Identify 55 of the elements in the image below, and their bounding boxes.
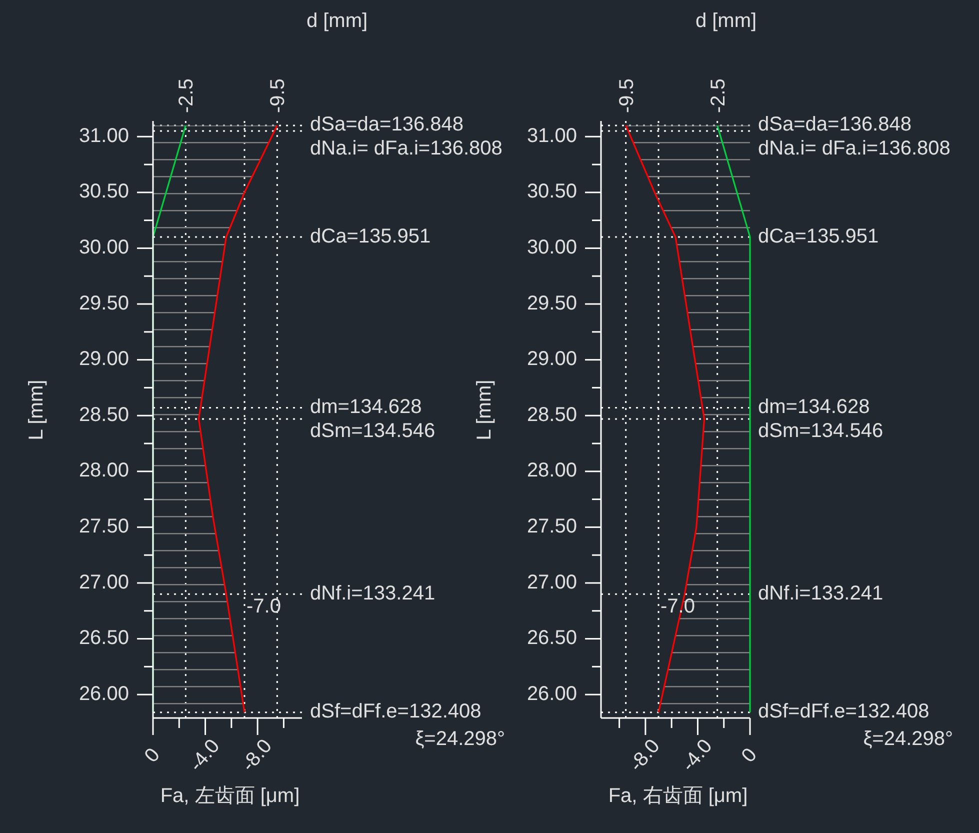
annotation: dSm=134.546 bbox=[310, 420, 436, 442]
annotation: dm=134.628 bbox=[310, 396, 422, 418]
ref-line-label: -9.5 bbox=[616, 78, 638, 113]
text: ξ=24.298° bbox=[863, 728, 953, 750]
text: ξ=24.298° bbox=[415, 728, 505, 750]
annotation: dNa.i= dFa.i=136.808 bbox=[758, 138, 950, 160]
y-tick-label: 28.00 bbox=[78, 460, 129, 482]
annotation: dSa=da=136.848 bbox=[310, 114, 464, 136]
y-tick-label: 27.00 bbox=[526, 571, 577, 594]
y-tick-label: 26.00 bbox=[526, 682, 577, 705]
ref-line-label: -2.5 bbox=[707, 78, 730, 113]
y-axis-title: L [mm] bbox=[25, 380, 48, 440]
y-tick-label: 30.00 bbox=[526, 236, 577, 258]
annotation: dSf=dFf.e=132.408 bbox=[758, 700, 930, 723]
y-tick-label: 28.50 bbox=[78, 404, 129, 426]
text: d [mm] bbox=[695, 10, 757, 32]
x-axis-title: Fa, 右齿面 [μm] bbox=[608, 785, 748, 807]
annotation: dSa=da=136.848 bbox=[758, 114, 912, 136]
x-axis-title: Fa, 左齿面 [μm] bbox=[160, 785, 300, 807]
x-tick-label: 0 bbox=[737, 744, 762, 767]
annotation: dNa.i= dFa.i=136.808 bbox=[310, 138, 502, 160]
y-tick-label: 26.50 bbox=[526, 627, 577, 650]
y-tick-label: 27.50 bbox=[526, 515, 577, 538]
y-tick-label: 27.00 bbox=[78, 571, 129, 594]
y-tick-label: 30.50 bbox=[78, 180, 129, 203]
x-tick-label: -4.0 bbox=[185, 735, 224, 776]
y-tick-label: 29.50 bbox=[78, 292, 129, 314]
y-tick-label: 31.00 bbox=[526, 124, 577, 147]
y-tick-label: 26.50 bbox=[78, 627, 129, 650]
annotation: -7.0 bbox=[246, 595, 281, 618]
y-tick-label: 30.00 bbox=[78, 236, 129, 258]
x-tick-label: 0 bbox=[140, 744, 164, 767]
x-tick-label: -4.0 bbox=[678, 735, 717, 776]
x-tick-label: -8.0 bbox=[625, 735, 664, 776]
y-axis-title: L [mm] bbox=[473, 380, 496, 440]
annotation: dCa=135.951 bbox=[310, 225, 431, 248]
ref-line-label: -2.5 bbox=[176, 78, 198, 113]
y-tick-label: 30.50 bbox=[526, 180, 577, 203]
annotation: dSm=134.546 bbox=[758, 420, 884, 442]
annotation: dSf=dFf.e=132.408 bbox=[310, 700, 482, 723]
y-tick-label: 29.50 bbox=[526, 292, 577, 314]
x-tick-label: -8.0 bbox=[238, 735, 277, 776]
annotation: dCa=135.951 bbox=[758, 225, 879, 248]
y-tick-label: 31.00 bbox=[78, 124, 129, 147]
y-tick-label: 29.00 bbox=[526, 348, 577, 370]
annotation: dm=134.628 bbox=[758, 396, 870, 418]
y-tick-label: 26.00 bbox=[78, 682, 129, 705]
annotation: dNf.i=133.241 bbox=[310, 582, 436, 604]
text: d [mm] bbox=[306, 10, 368, 32]
y-tick-label: 28.00 bbox=[526, 460, 577, 482]
y-tick-label: 29.00 bbox=[78, 348, 129, 370]
y-tick-label: 28.50 bbox=[526, 404, 577, 426]
ref-line-label: -9.5 bbox=[267, 78, 290, 113]
y-tick-label: 27.50 bbox=[78, 515, 129, 538]
annotation: dNf.i=133.241 bbox=[758, 582, 884, 604]
